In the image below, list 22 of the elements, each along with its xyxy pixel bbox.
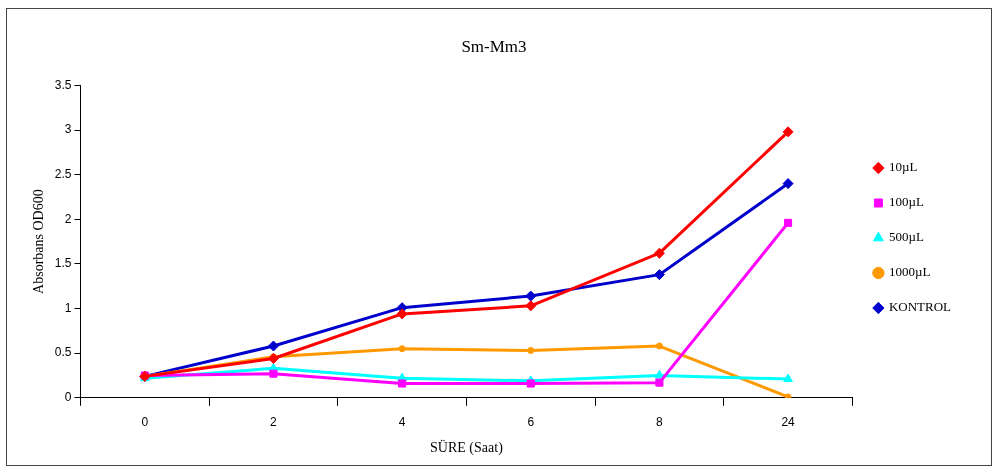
x-tick-label: 0 (141, 415, 149, 430)
x-tick-label: 2 (270, 415, 278, 430)
legend-label: 100µL (888, 194, 924, 210)
x-tick-label: 8 (656, 415, 664, 430)
y-tick-label: 1.5 (54, 256, 72, 271)
x-tick-label: 4 (398, 415, 406, 430)
x-tick-label: 6 (527, 415, 535, 430)
x-axis-title: SÜRE (Saat) (430, 439, 504, 457)
y-tick-label: 0 (64, 390, 72, 405)
y-tick-label: 3.5 (54, 77, 72, 92)
y-tick-label: 3 (64, 122, 72, 137)
legend-label: 500µL (888, 229, 924, 245)
y-tick-label: 0.5 (54, 345, 72, 360)
legend-label: KONTROL (888, 299, 952, 315)
y-axis-title: Absorbans OD600 (31, 189, 47, 294)
x-tick-label: 24 (781, 415, 796, 430)
y-tick-label: 2 (64, 211, 72, 226)
y-tick-label: 2.5 (54, 166, 72, 181)
chart-title: Sm-Mm3 (461, 36, 527, 56)
legend-label: 10µL (888, 159, 918, 175)
legend-label: 1000µL (888, 264, 931, 280)
y-tick-label: 1 (64, 300, 72, 315)
